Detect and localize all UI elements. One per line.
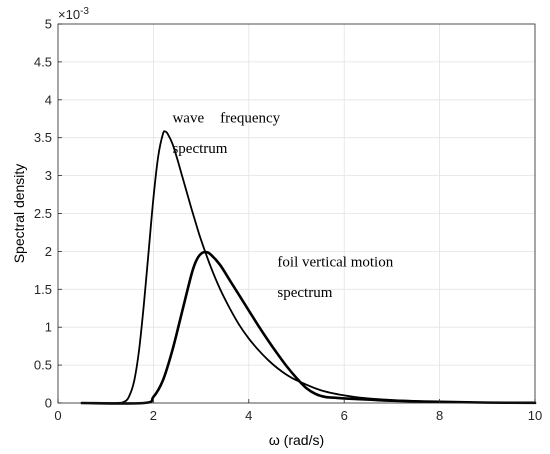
y-tick-label: 4.5 <box>34 54 52 69</box>
wave-spectrum-line <box>80 130 536 405</box>
annotation-label: wave <box>172 111 204 127</box>
y-tick-label: 2.5 <box>34 206 52 221</box>
y-tick-label: 4 <box>45 92 52 107</box>
y-exponent-label: ×10-3 <box>58 6 89 22</box>
x-axis-label: ω (rad/s) <box>269 432 324 448</box>
x-tick-label: 8 <box>436 408 443 423</box>
annotation-label: frequency <box>220 111 280 127</box>
y-tick-label: 3 <box>45 168 52 183</box>
y-tick-label: 2 <box>45 244 52 259</box>
y-tick-label: 1 <box>45 320 52 335</box>
x-tick-label: 2 <box>150 408 157 423</box>
x-tick-label: 0 <box>54 408 61 423</box>
annotation-label: spectrum <box>172 141 227 157</box>
x-tick-label: 4 <box>245 408 252 423</box>
annotations: wave frequency spectrum foil vertical motio… <box>172 111 393 301</box>
x-tick-label: 6 <box>341 408 348 423</box>
y-tick-label: 0 <box>45 396 52 411</box>
annotation-label: foil vertical motion <box>277 255 393 271</box>
y-tick-label: 0.5 <box>34 358 52 373</box>
y-axis-label: Spectral density <box>11 164 27 264</box>
annotation-label: spectrum <box>277 285 332 301</box>
axis-ticks: 0 2 4 6 8 10 0 0.5 1 1.5 2 2.5 3 3.5 4 4.5 5 <box>34 17 542 424</box>
series-group <box>80 130 537 405</box>
foil-motion-spectrum-line <box>80 250 537 405</box>
y-tick-label: 1.5 <box>34 282 52 297</box>
x-tick-label: 10 <box>528 408 542 423</box>
y-tick-label: 3.5 <box>34 130 52 145</box>
y-tick-label: 5 <box>45 17 52 32</box>
